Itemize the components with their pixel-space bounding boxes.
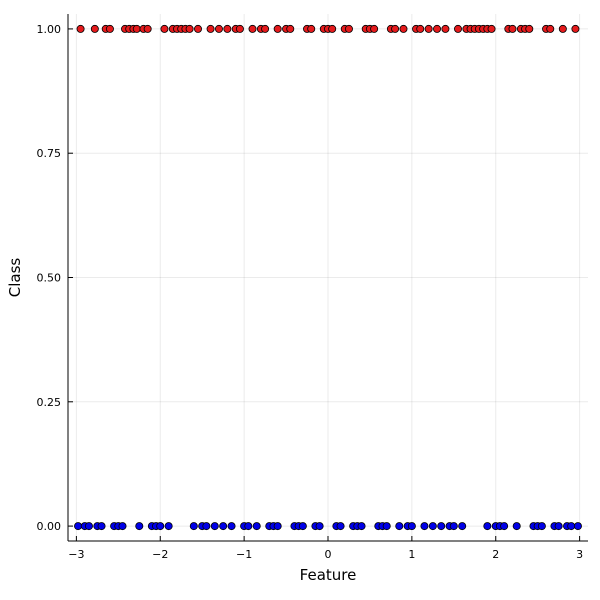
data-point	[252, 522, 261, 531]
data-point	[156, 522, 165, 531]
y-tick-label: 0.25	[37, 396, 62, 409]
data-point	[391, 24, 400, 33]
x-tick-label: 3	[576, 548, 583, 561]
data-point	[525, 24, 534, 33]
data-point	[202, 522, 211, 531]
data-point	[424, 24, 433, 33]
ticks-layer: −3 −2 −1 0 1 2 3 0.00 0.25 0.50 0.75 1.00	[37, 23, 584, 561]
data-point	[315, 522, 324, 531]
x-tick-label: 1	[408, 548, 415, 561]
data-point	[160, 24, 169, 33]
data-point	[185, 24, 194, 33]
data-point	[132, 24, 141, 33]
data-point	[189, 522, 198, 531]
data-point	[90, 24, 99, 33]
data-point	[223, 24, 232, 33]
y-tick-label: 1.00	[37, 23, 62, 36]
data-point	[441, 24, 450, 33]
y-tick-label: 0.75	[37, 147, 62, 160]
data-point	[433, 24, 442, 33]
y-axis-label: Class	[6, 258, 24, 298]
y-tick-label: 0.00	[37, 520, 62, 533]
data-point	[206, 24, 215, 33]
data-point	[118, 522, 127, 531]
data-point	[512, 522, 521, 531]
data-point	[74, 522, 83, 531]
data-point	[298, 522, 307, 531]
x-tick-label: −3	[68, 548, 84, 561]
data-point	[76, 24, 85, 33]
data-point	[458, 522, 467, 531]
data-point	[558, 24, 567, 33]
data-point	[428, 522, 437, 531]
data-point	[573, 522, 582, 531]
data-point	[235, 24, 244, 33]
x-tick-label: −1	[236, 548, 252, 561]
data-point	[437, 522, 446, 531]
data-point	[395, 522, 404, 531]
data-point	[328, 24, 337, 33]
data-point	[399, 24, 408, 33]
data-point	[416, 24, 425, 33]
data-point	[143, 24, 152, 33]
data-point	[357, 522, 366, 531]
grid-layer	[68, 14, 588, 541]
data-point	[554, 522, 563, 531]
data-point	[420, 522, 429, 531]
data-point	[97, 522, 106, 531]
data-point	[508, 24, 517, 33]
y-tick-label: 0.50	[37, 272, 62, 285]
data-point	[344, 24, 353, 33]
data-point	[449, 522, 458, 531]
data-point	[571, 24, 580, 33]
x-axis-label: Feature	[300, 566, 357, 584]
data-point	[248, 24, 257, 33]
data-point	[164, 522, 173, 531]
data-point	[273, 24, 282, 33]
x-tick-label: 0	[325, 548, 332, 561]
data-point	[567, 522, 576, 531]
data-point	[487, 24, 496, 33]
data-point	[370, 24, 379, 33]
data-point	[382, 522, 391, 531]
x-tick-label: −2	[152, 548, 168, 561]
data-point	[500, 522, 509, 531]
data-point	[286, 24, 295, 33]
data-point	[407, 522, 416, 531]
data-point	[336, 522, 345, 531]
data-point	[214, 24, 223, 33]
data-point	[219, 522, 228, 531]
data-point	[483, 522, 492, 531]
data-point	[193, 24, 202, 33]
data-point	[210, 522, 219, 531]
data-point	[227, 522, 236, 531]
data-point	[244, 522, 253, 531]
data-point	[135, 522, 144, 531]
data-point	[537, 522, 546, 531]
data-point	[546, 24, 555, 33]
data-point	[273, 522, 282, 531]
points-layer	[74, 24, 582, 531]
data-point	[261, 24, 270, 33]
data-point	[105, 24, 114, 33]
x-tick-label: 2	[492, 548, 499, 561]
data-point	[453, 24, 462, 33]
data-point	[307, 24, 316, 33]
data-point	[84, 522, 93, 531]
